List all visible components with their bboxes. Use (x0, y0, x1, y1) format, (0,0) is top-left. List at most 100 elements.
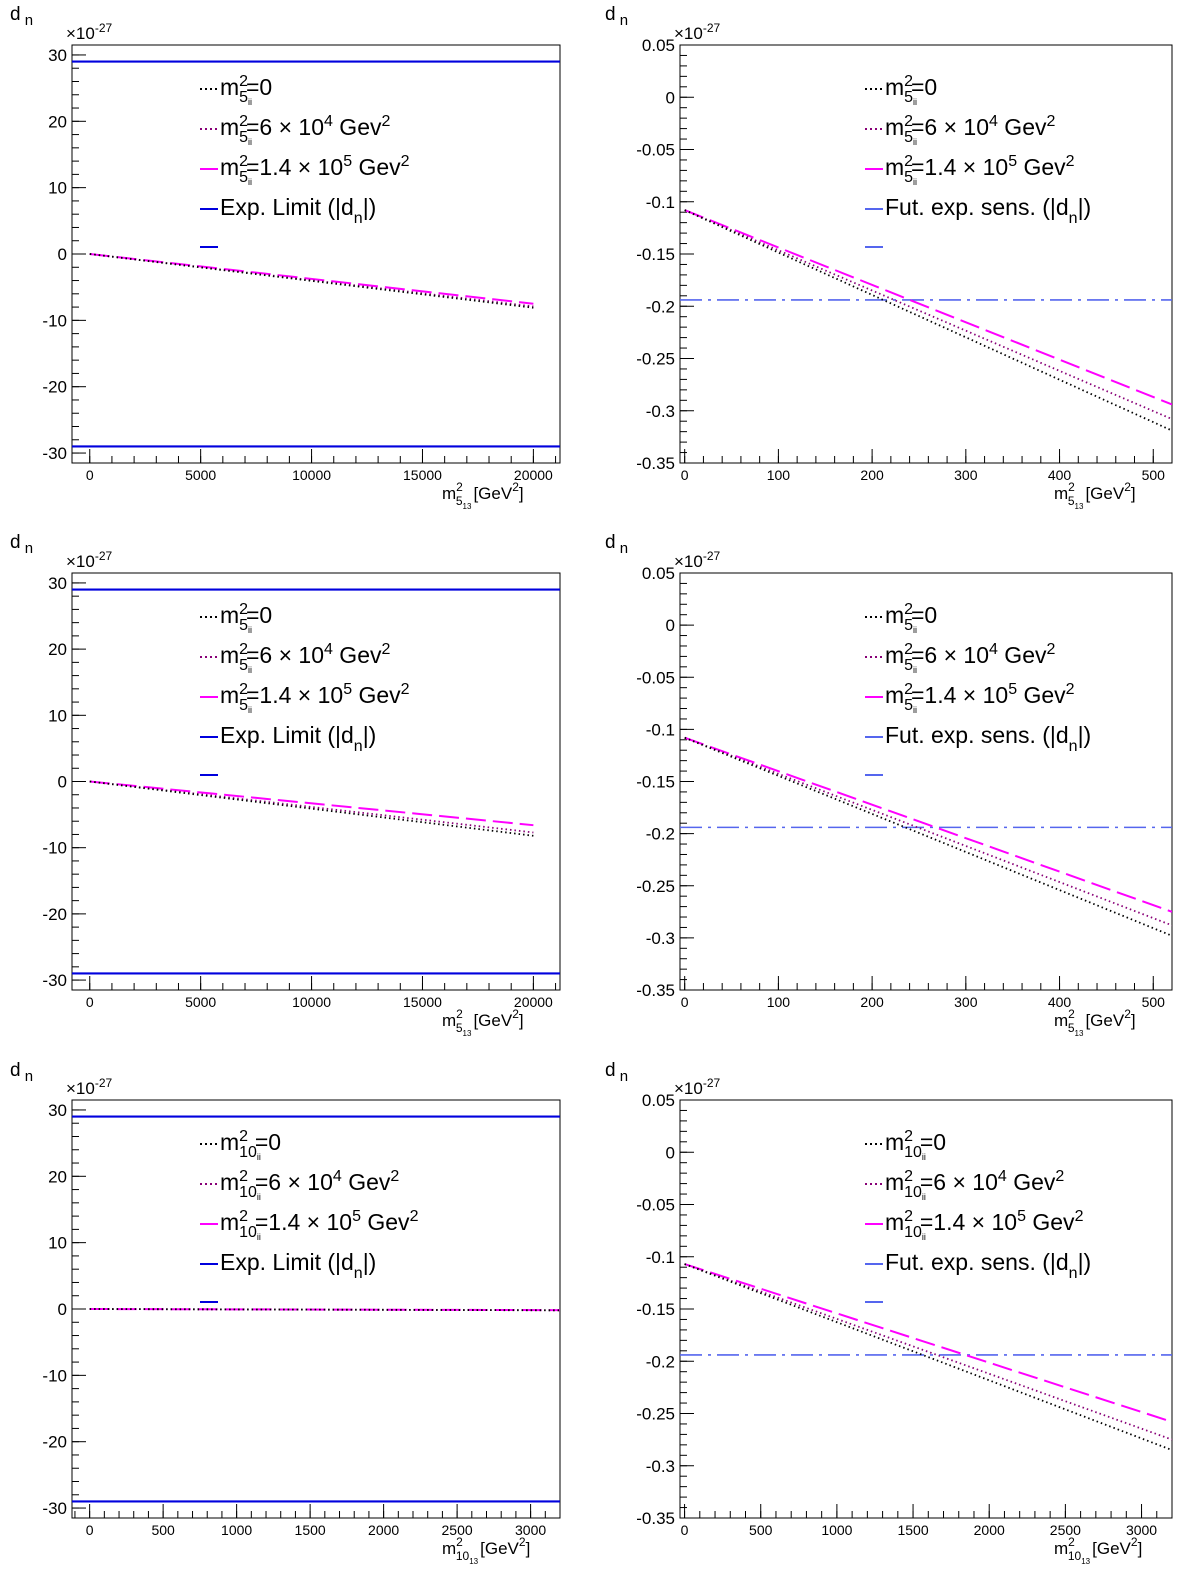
legend-symbol-sup: 2 (904, 681, 913, 698)
legend-symbol-sub: 10 (904, 1184, 922, 1201)
x-axis-label-symbol: m (1054, 1011, 1068, 1030)
legend-symbol-subsub: ii (257, 1152, 261, 1162)
legend-symbol: m (885, 114, 904, 140)
x-tick-label: 2500 (1050, 1522, 1081, 1538)
legend-text: =1.4 × 10 (246, 154, 343, 180)
legend-text2: Gev (352, 154, 401, 180)
x-tick-label: 2000 (368, 1522, 399, 1538)
x-tick-label: 200 (860, 994, 884, 1010)
legend-symbol: m (220, 114, 239, 140)
series-group (680, 1263, 1172, 1451)
x-axis-label-subsub: 13 (463, 1029, 472, 1038)
x-axis-label-sup: 2 (1068, 1535, 1075, 1549)
exponent-label: ×10-27 (674, 21, 721, 43)
legend-text2-sup: 2 (1066, 681, 1075, 698)
legend-label: m2 5ii=1.4 × 105 Gev2 (220, 681, 410, 715)
legend-symbol: m (220, 642, 239, 668)
legend-symbol-sup: 2 (239, 601, 248, 618)
y-axis-label-symbol: d (605, 4, 616, 25)
series-line-dotted-purple (684, 209, 1172, 420)
chart-panel-3: -30 -20 -10 0 10 20 30 0 5000 10000 15000 20000 d n ×… (10, 532, 561, 1038)
x-axis-label-sup: 2 (456, 1007, 463, 1021)
legend-text: =6 × 10 (255, 1169, 333, 1195)
legend-symbol-sub: 5 (904, 617, 913, 634)
y-axis-label: d n (10, 532, 33, 557)
legend-text: =6 × 10 (911, 114, 989, 140)
legend-symbol-sup: 2 (239, 641, 248, 658)
x-axis-label: m2 513[GeV2] (1054, 1007, 1136, 1038)
y-tick-label: 10 (48, 179, 67, 198)
x-tick-label: 300 (954, 467, 978, 483)
legend-text: =1.4 × 10 (255, 1209, 352, 1235)
legend-label: m2 5ii=0 (885, 601, 937, 635)
legend-text: =0 (246, 602, 272, 628)
legend-text: =6 × 10 (246, 114, 324, 140)
y-tick-label: -20 (42, 1433, 67, 1452)
y-axis-label-symbol: d (10, 4, 21, 25)
chart-panel-5: -30 -20 -10 0 10 20 30 0 500 1000 1500 2000 2500 3000… (10, 1060, 561, 1566)
y-tick-label: -0.1 (646, 1248, 675, 1267)
y-tick-label: -0.1 (646, 193, 675, 212)
x-axis-label-sub: 5 (1068, 1021, 1075, 1035)
legend-symbol-sub: 5 (904, 657, 913, 674)
series-line-dotted-black (684, 1263, 1172, 1451)
x-tick-label: 500 (151, 1522, 175, 1538)
legend-symbol-sub: 5 (239, 617, 248, 634)
y-tick-label: 20 (48, 1167, 67, 1186)
x-tick-label: 500 (1142, 994, 1166, 1010)
series-line-dashed-magenta (684, 736, 1172, 913)
legend-symbol-subsub: ii (913, 177, 917, 187)
legend-text: Exp. Limit (|d (220, 1249, 354, 1275)
y-tick-label: -10 (42, 1366, 67, 1385)
x-axis-label-unit-close: ] (1131, 484, 1136, 503)
legend-symbol-sub: 10 (904, 1224, 922, 1241)
series-line-dotted-black (684, 209, 1172, 432)
y-tick-label: 0.05 (642, 1091, 675, 1110)
legend-text-sub: n (354, 738, 363, 755)
x-axis-label-sub: 5 (456, 1021, 463, 1035)
chart-panel-1: -30 -20 -10 0 10 20 30 0 5000 10000 15000 20000 d n ×… (10, 4, 561, 511)
legend-symbol: m (220, 1129, 239, 1155)
y-axis-label-subscript: n (616, 12, 629, 29)
legend-symbol-subsub: ii (248, 177, 252, 187)
x-axis-label-unit-close: ] (1131, 1011, 1136, 1030)
legend-symbol-subsub: ii (248, 665, 252, 675)
legend-text2: Gev (1026, 1209, 1075, 1235)
legend-text2-sup: 2 (1047, 641, 1056, 658)
exponent-base: ×10 (674, 552, 703, 571)
x-axis-label-sub: 5 (1068, 494, 1075, 508)
series-line-dotted-black (89, 780, 534, 837)
legend-text-sup: 5 (343, 681, 352, 698)
legend-symbol-sup: 2 (904, 113, 913, 130)
x-tick-label: 0 (681, 467, 689, 483)
y-tick-label: -20 (42, 378, 67, 397)
legend-text2: |) (363, 194, 377, 220)
exponent-power: -27 (95, 21, 113, 35)
y-axis-label-subscript: n (21, 540, 34, 557)
legend-symbol-subsub: ii (922, 1192, 926, 1202)
legend-text2-sup: 2 (1055, 1168, 1064, 1185)
x-tick-label: 500 (749, 1522, 773, 1538)
exponent-label: ×10-27 (66, 549, 113, 571)
legend-label: m2 5ii=1.4 × 105 Gev2 (885, 681, 1075, 715)
legend-label: m2 5ii=1.4 × 105 Gev2 (885, 153, 1075, 187)
legend-text-sup: 4 (324, 641, 333, 658)
legend-label: Fut. exp. sens. (|dn|) (885, 1249, 1091, 1282)
legend-symbol-subsub: ii (257, 1232, 261, 1242)
legend-text-sup: 4 (998, 1168, 1007, 1185)
legend-text-sub: n (1069, 210, 1078, 227)
exponent-label: ×10-27 (66, 1076, 113, 1098)
legend-symbol: m (220, 682, 239, 708)
legend-label: m2 5ii=6 × 104 Gev2 (885, 641, 1056, 675)
y-tick-label: -0.15 (636, 1300, 675, 1319)
legend-symbol-sup: 2 (239, 153, 248, 170)
legend-symbol-subsub: ii (913, 625, 917, 635)
legend-text-sup: 5 (1008, 153, 1017, 170)
legend-label: Fut. exp. sens. (|dn|) (885, 722, 1091, 755)
legend-text: Fut. exp. sens. (|d (885, 194, 1069, 220)
x-tick-label: 20000 (514, 994, 553, 1010)
plot-frame (679, 1099, 1173, 1519)
x-axis-label-unit-sup: 2 (1131, 1535, 1138, 1549)
